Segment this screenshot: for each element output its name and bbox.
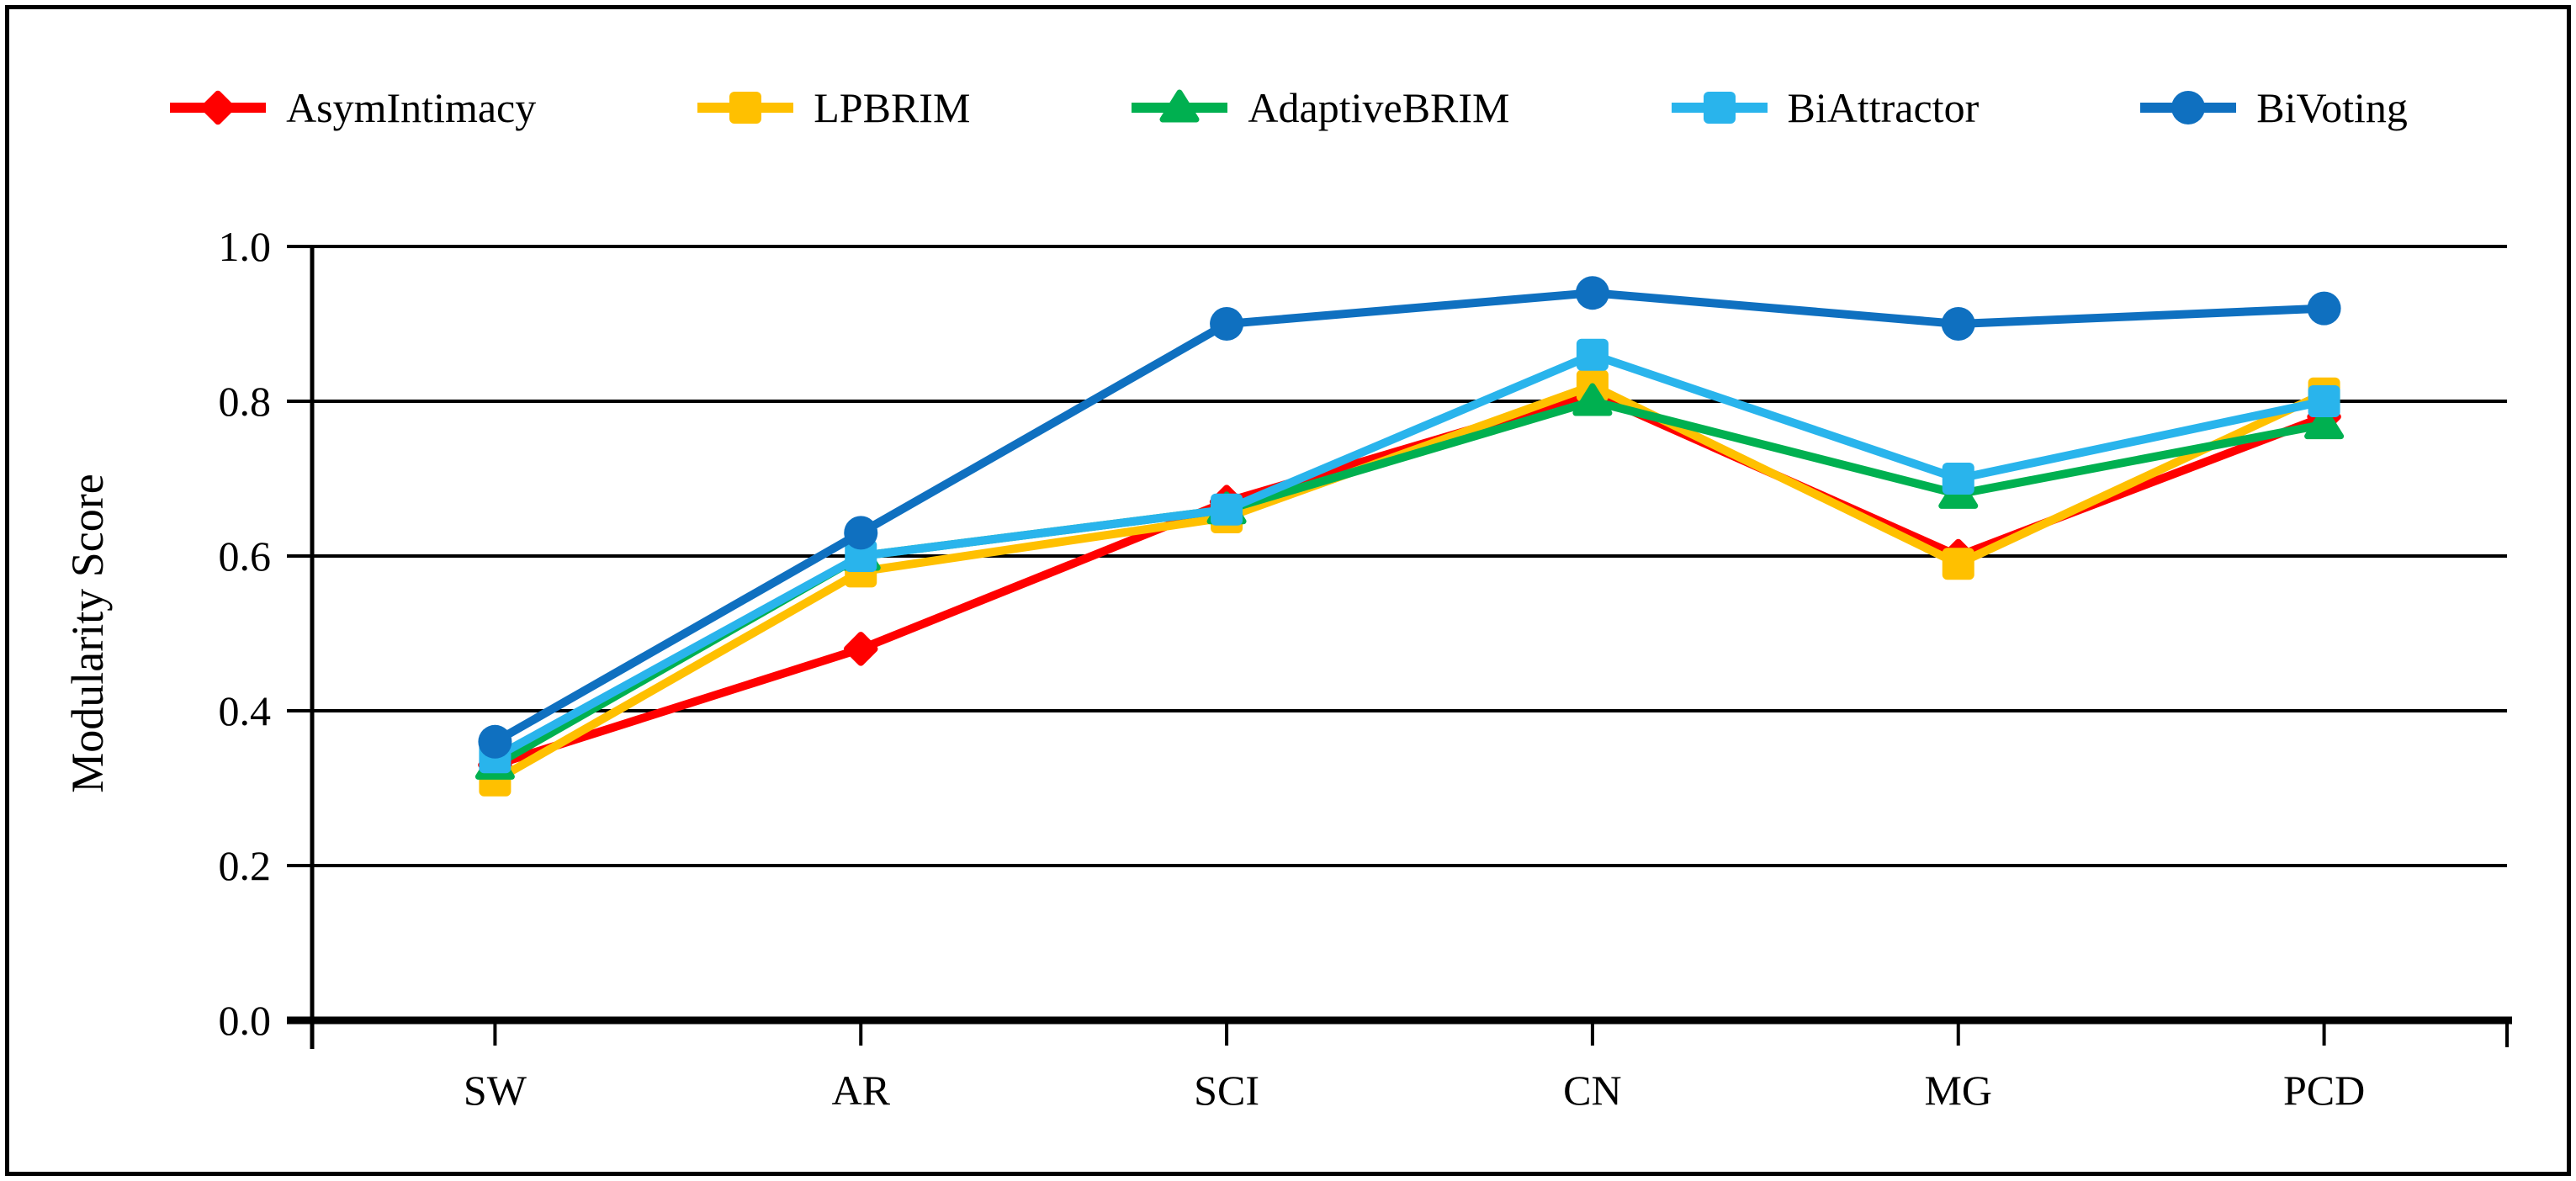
legend-marker-bivoting [2171,91,2206,124]
marker-bivoting-PCD [2307,291,2341,326]
chart-legend: AsymIntimacy LPBRIM AdaptiveBRIM BiAttracto… [0,72,2576,143]
legend-item-lpbrim: LPBRIM [696,77,970,138]
legend-marker-asymintimacy [200,90,236,125]
legend-key-diamond-icon [170,90,267,125]
legend-label-asymintimacy: AsymIntimacy [286,84,537,131]
legend-key-circle-icon [2140,91,2237,124]
x-tick-label-PCD: PCD [2283,1067,2365,1114]
legend-key-square-icon [1671,92,1768,124]
series-bivoting [478,276,2341,759]
marker-asymintimacy-AR [843,632,878,666]
x-tick-label-MG: MG [1924,1067,1992,1114]
marker-biattractor-AR [845,540,877,572]
legend-key-triangle-icon [1132,89,1228,123]
marker-bivoting-SW [478,724,512,759]
marker-lpbrim-MG [1942,548,1974,580]
y-tick-label-0.2: 0.2 [219,842,272,889]
marker-bivoting-MG [1941,307,1975,341]
y-tick-label-0.4: 0.4 [219,687,272,734]
legend-item-bivoting: BiVoting [2139,77,2408,138]
marker-bivoting-SCI [1210,307,1244,341]
x-tick-label-SW: SW [464,1067,527,1114]
y-tick-label-0.0: 0.0 [219,997,272,1044]
y-tick-label-0.6: 0.6 [219,532,272,580]
marker-biattractor-SCI [1211,493,1243,526]
marker-biattractor-MG [1942,463,1974,495]
legend-label-biattractor: BiAttractor [1787,84,1980,131]
legend-label-bivoting: BiVoting [2256,84,2408,131]
x-tick-label-SCI: SCI [1194,1067,1259,1114]
legend-marker-adaptivebrim [1159,89,1200,123]
legend-item-asymintimacy: AsymIntimacy [168,77,536,138]
x-tick-label-AR: AR [832,1067,891,1114]
marker-adaptivebrim-CN [1572,383,1613,416]
y-tick-label-0.8: 0.8 [219,378,272,425]
marker-biattractor-CN [1576,338,1609,371]
series-line-biattractor [490,350,2329,762]
series-line-bivoting [490,289,2329,746]
y-axis-title: Modularity Score [62,474,113,792]
legend-item-biattractor: BiAttractor [1670,77,1980,138]
chart-outer-border [5,5,2571,1176]
legend-label-lpbrim: LPBRIM [814,84,971,131]
legend-key-square-icon [697,92,794,124]
marker-biattractor-PCD [2308,385,2340,417]
legend-marker-lpbrim [729,92,762,124]
y-tick-label-1.0: 1.0 [219,223,272,270]
legend-marker-biattractor [1703,92,1736,124]
marker-bivoting-CN [1575,276,1609,310]
x-tick-label-CN: CN [1563,1067,1621,1114]
marker-adaptivebrim-PCD [2304,406,2345,440]
marker-bivoting-AR [844,516,878,550]
legend-item-adaptivebrim: AdaptiveBRIM [1130,77,1510,138]
legend-label-adaptivebrim: AdaptiveBRIM [1248,84,1510,131]
